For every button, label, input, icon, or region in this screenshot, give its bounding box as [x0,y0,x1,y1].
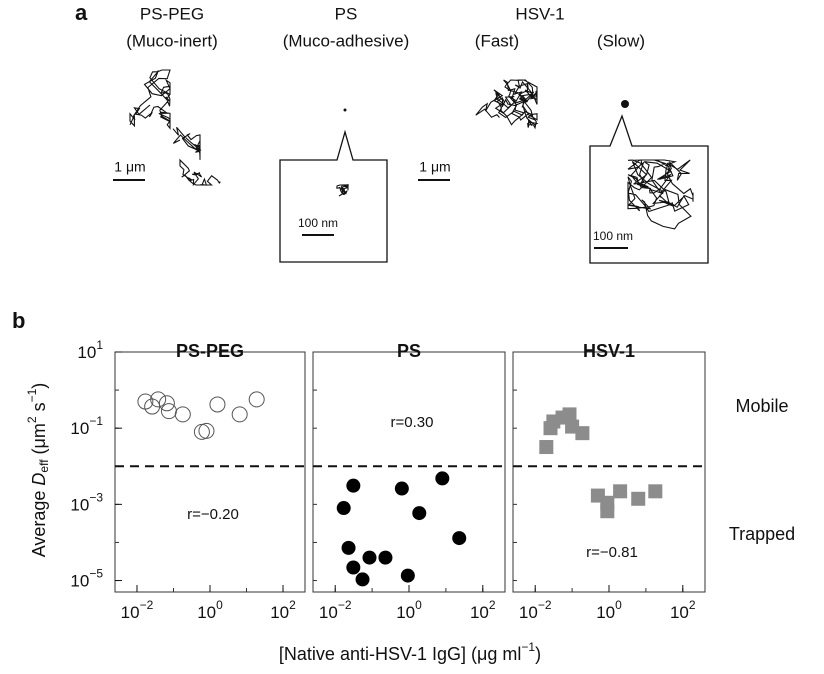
x-tick-label: 102 [670,598,696,622]
group-title: HSV-1 [515,4,564,23]
y-tick-label: 10−3 [70,491,103,515]
dot [343,108,347,112]
point [394,481,409,496]
point [539,440,554,455]
point [435,471,450,486]
dot [621,100,629,108]
point [248,391,265,408]
x-tick-label: 10−2 [121,598,154,622]
scale-label: 1 μm [419,159,450,175]
annotation: r=0.30 [391,414,434,431]
point [209,396,226,413]
point [231,406,248,423]
point [346,560,361,575]
callout-box [589,114,709,264]
y-label-part: 2 [25,416,39,423]
point [648,484,663,499]
panel-label: b [12,308,25,333]
point [336,501,351,516]
scale-label: 1 μm [114,159,145,175]
trajectory [475,79,539,130]
point [631,491,646,506]
y-tick-label: 10−5 [70,567,103,591]
point [346,478,361,493]
point [198,422,215,439]
y-label-part: s [29,402,49,416]
point [341,540,356,555]
trajectory [179,158,221,187]
scale-label: 100 nm [298,216,338,230]
x-tick-label: 10−2 [519,598,552,622]
y-label-part: D [29,473,49,486]
point [575,426,590,441]
y-label-part: Average [29,486,49,558]
point [613,484,628,499]
x-label-part: −1 [521,640,535,654]
point [150,391,167,408]
plot-frame [312,351,506,593]
scale-label: 100 nm [593,229,633,243]
y-tick-label: 10−1 [70,414,103,438]
y-label-part: ) [29,383,49,389]
x-tick-label: 102 [270,598,296,622]
annotation: r=−0.81 [586,544,638,561]
panel-label: a [75,0,88,25]
point [562,407,577,422]
point [452,531,467,546]
chart-title: PS-PEG [176,341,244,361]
y-axis-label: Average Deff (μm2 s−1) [25,383,51,558]
group-subtitle: (Muco-inert) [126,31,218,50]
point [378,550,393,565]
trajectories [129,69,694,230]
y-label-part: (μm [29,423,49,459]
point [412,506,427,521]
y-label-part: eff [37,459,51,473]
callouts [279,114,709,264]
x-axis-label: [Native anti-HSV-1 IgG] (μg ml−1) [279,640,541,664]
point [158,395,175,412]
x-label-part: ) [535,644,541,664]
group-subtitle: (Fast) [475,31,519,50]
point [355,572,370,587]
scale-bars [113,179,628,249]
trajectory [627,159,694,230]
y-tick-label: 101 [77,338,103,362]
trajectory [336,183,350,197]
point [400,568,415,583]
chart-title: PS [397,341,421,361]
group-title: PS-PEG [140,4,204,23]
plot-frame [114,351,306,593]
region-label: Trapped [729,524,795,544]
group-subtitle: (Muco-adhesive) [283,31,410,50]
trajectory [129,69,171,130]
trajectory [172,126,202,160]
x-tick-label: 100 [396,598,422,622]
chart-title: HSV-1 [583,341,635,361]
callout-box [279,129,388,263]
x-tick-label: 10−2 [319,598,352,622]
region-label: Mobile [735,396,788,416]
y-label-part: −1 [25,388,39,402]
group-subtitle: (Slow) [597,31,645,50]
x-tick-label: 100 [596,598,622,622]
point [600,495,615,510]
annotation: r=−0.20 [187,506,239,523]
x-tick-label: 100 [197,598,223,622]
point [174,406,191,423]
x-tick-label: 102 [470,598,496,622]
point [160,403,177,420]
point [362,550,377,565]
x-label-part: [Native anti-HSV-1 IgG] (μg ml [279,644,521,664]
group-title: PS [335,4,358,23]
